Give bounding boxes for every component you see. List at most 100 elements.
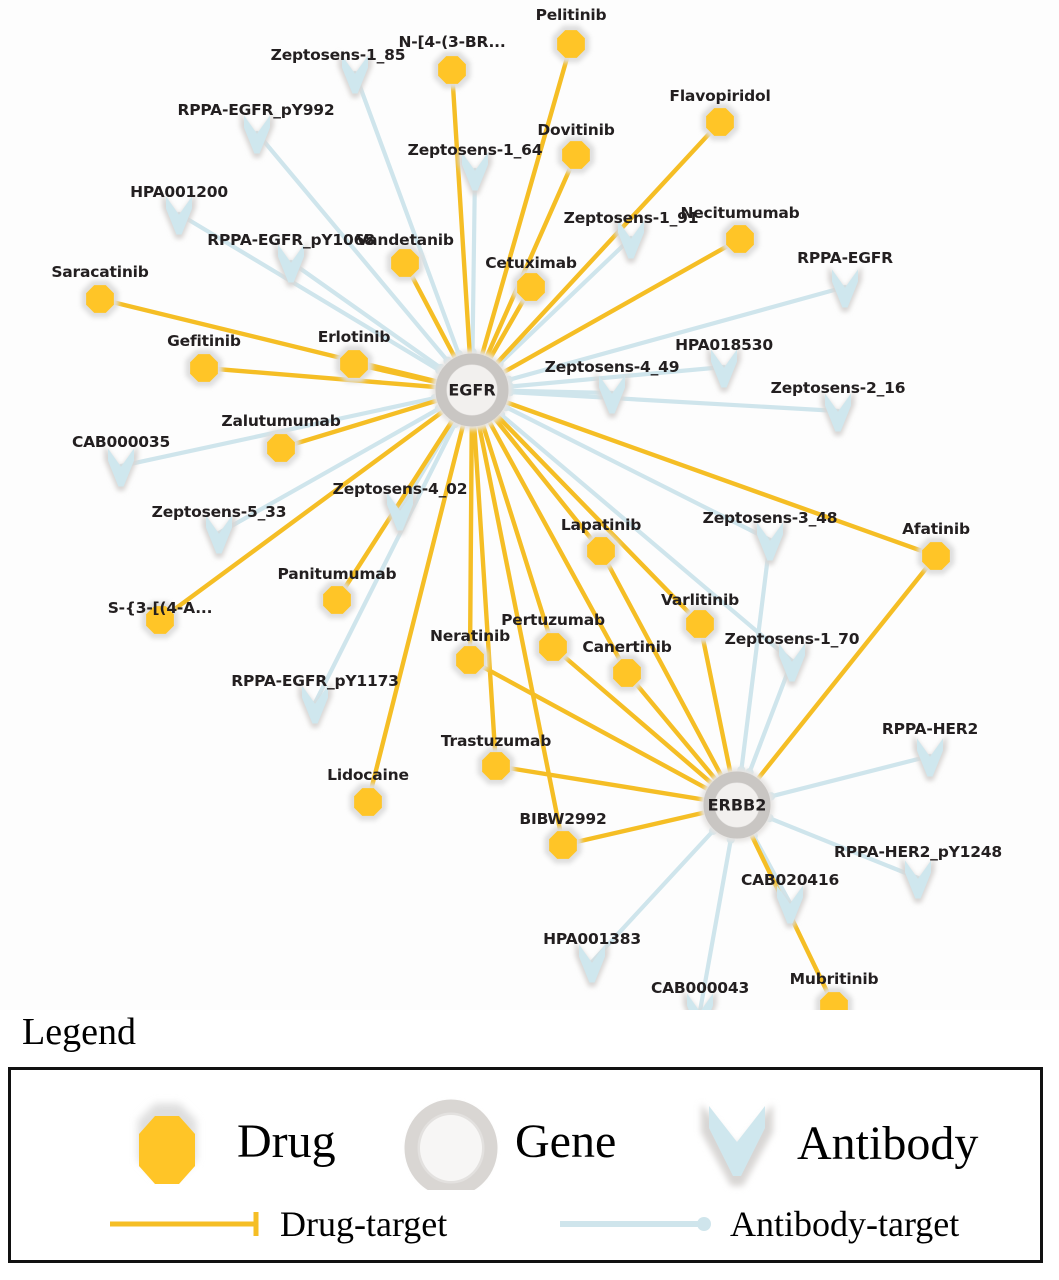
network-graph-canvas: Zeptosens-1_85 RPPA-EGFR_pY992 HPA001200 RP… — [51, 6, 1003, 1010]
drug-target-edge — [550, 644, 740, 808]
antibody-node — [905, 860, 931, 899]
drug-target-edge — [469, 119, 723, 393]
antibody-target-edge — [469, 387, 773, 543]
drug-node — [267, 434, 295, 462]
drug-target-edge — [467, 657, 740, 808]
legend-item-antibody-target: Antibody-target — [556, 1206, 959, 1242]
antibody-node — [579, 944, 605, 983]
legend-shape-row: Drug Gene Antibody — [11, 1086, 1040, 1194]
drug-target-edge — [469, 41, 574, 393]
drug-node — [587, 537, 615, 565]
antibody-node — [779, 643, 805, 682]
drug-target-edge — [469, 387, 703, 627]
drug-target-edge — [467, 387, 475, 663]
antibody-node — [108, 448, 134, 487]
antibody-target-edge — [469, 387, 795, 664]
legend-title: Legend — [22, 1011, 136, 1053]
legend-label-drug: Drug — [237, 1115, 336, 1168]
antibody-node — [917, 738, 943, 777]
drug-node — [539, 633, 567, 661]
antibody-target-edge — [254, 130, 475, 393]
drug-target-edge — [469, 387, 556, 650]
antibody-target-edge — [352, 70, 475, 393]
legend-edge-row: Drug-target Antibody-target — [11, 1200, 1040, 1256]
antibody-node — [777, 885, 803, 924]
antibody-node — [302, 685, 328, 724]
legend-section: Legend Drug Gene — [0, 1010, 1059, 1280]
drug-node — [726, 225, 754, 253]
legend-label-drug-target: Drug-target — [280, 1204, 448, 1244]
antibody-target-edge — [469, 387, 841, 414]
antibody-node — [618, 220, 644, 259]
drug-node — [562, 141, 590, 169]
gene-nodes — [432, 350, 774, 842]
drug-target-edge — [334, 387, 475, 603]
drug-node — [922, 542, 950, 570]
antibody-node — [166, 196, 192, 235]
drug-node — [706, 108, 734, 136]
drug-target-edge-icon — [110, 1212, 259, 1236]
legend-label-antibody-target: Antibody-target — [730, 1204, 960, 1244]
network-svg — [81, 25, 955, 1010]
drug-node — [557, 30, 585, 58]
antibody-node — [278, 244, 304, 283]
antibody-node — [825, 393, 851, 432]
gene-node-core — [447, 365, 497, 415]
drug-node — [146, 606, 174, 634]
antibody-target-edge — [469, 284, 848, 393]
drug-node — [340, 350, 368, 378]
legend-item-drug: Drug — [111, 1094, 336, 1190]
antibody-node — [757, 522, 783, 561]
drug-target-edge — [469, 236, 743, 393]
drug-node — [86, 285, 114, 313]
drug-target-edge — [157, 387, 475, 623]
drug-node — [323, 586, 351, 614]
legend-item-antibody: Antibody — [691, 1094, 978, 1194]
gene-node-core — [715, 783, 759, 827]
chevron-icon — [701, 1104, 773, 1186]
drug-node — [820, 992, 848, 1010]
drug-node — [517, 273, 545, 301]
antibody-node — [244, 115, 270, 154]
drug-target-edge — [469, 387, 939, 559]
drug-node — [438, 56, 466, 84]
drug-node — [354, 788, 382, 816]
gene-node-ring — [703, 771, 771, 839]
antibody-nodes — [104, 51, 947, 1010]
drug-nodes — [81, 25, 955, 1010]
drug-target-edge — [365, 387, 475, 805]
legend-item-gene: Gene — [401, 1094, 616, 1190]
legend-label-gene: Gene — [515, 1115, 617, 1168]
antibody-node — [711, 349, 737, 388]
drug-target-edge — [469, 387, 566, 848]
antibody-target-edge — [216, 387, 475, 536]
antibody-target-edges — [118, 70, 933, 1010]
antibody-node — [687, 993, 713, 1010]
drug-node — [549, 831, 577, 859]
legend-item-drug-target: Drug-target — [106, 1206, 447, 1242]
drug-node — [686, 610, 714, 638]
drug-target-edge — [469, 387, 499, 769]
drug-target-edge — [598, 548, 740, 808]
antibody-node — [387, 492, 413, 531]
antibody-node — [462, 152, 488, 191]
drug-target-edge — [493, 763, 740, 808]
drug-node — [391, 249, 419, 277]
drug-node — [456, 646, 484, 674]
antibody-node — [342, 55, 368, 94]
drug-node — [190, 354, 218, 382]
drug-node — [482, 752, 510, 780]
antibody-node — [599, 375, 625, 414]
legend-box: Drug Gene Antibody — [8, 1067, 1043, 1263]
gene-node-ring — [435, 353, 509, 427]
drug-node — [613, 659, 641, 687]
antibody-target-edge-icon — [560, 1217, 711, 1231]
antibody-target-edge — [734, 537, 773, 808]
ring-icon — [404, 1099, 498, 1190]
legend-label-antibody: Antibody — [797, 1117, 979, 1170]
antibody-target-edge — [118, 387, 475, 469]
antibody-node — [832, 269, 858, 308]
antibody-target-edge — [176, 211, 475, 393]
drug-target-edge — [469, 387, 630, 676]
drug-target-edge — [201, 365, 475, 393]
